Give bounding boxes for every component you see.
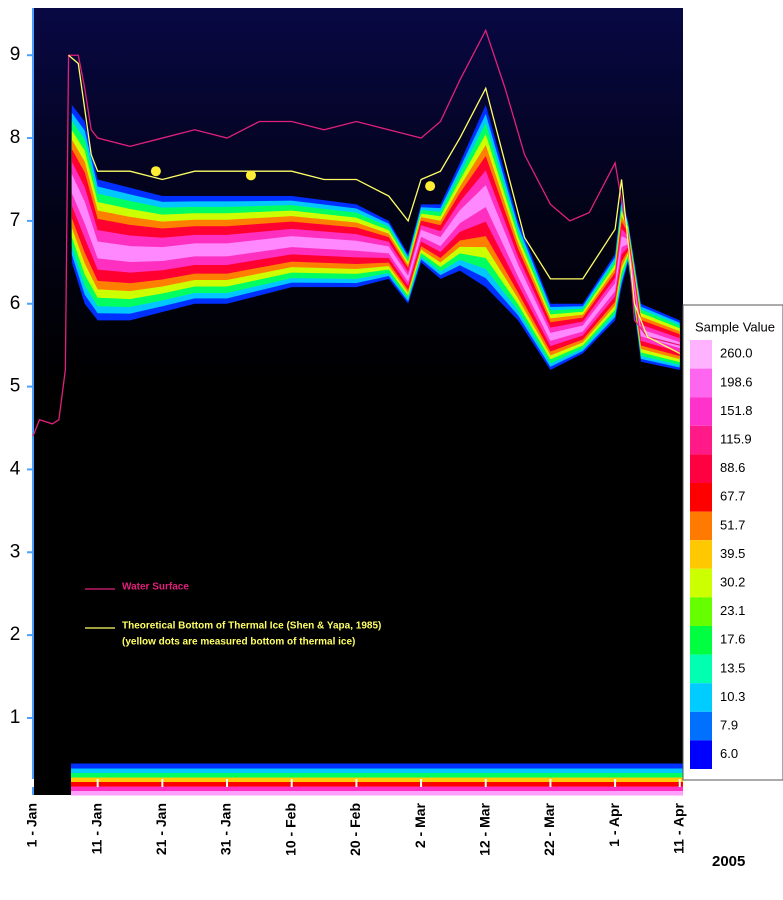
colorbar-swatch [690,654,712,684]
x-tick-label: 11 - Apr [670,802,686,853]
colorbar-label: 39.5 [720,546,745,561]
colorbar-label: 88.6 [720,460,745,475]
x-tick-label: 20 - Feb [347,803,363,856]
x-tick-label: 1 - Apr [606,802,622,846]
y-tick-label: 2 [10,624,21,645]
bottom-band [71,763,683,769]
y-tick-label: 3 [10,541,21,562]
x-tick-label: 11 - Jan [88,803,104,854]
measured-dot [150,166,161,177]
bottom-band [71,777,683,783]
colorbar-swatch [690,540,712,569]
colorbar-label: 13.5 [720,660,745,675]
colorbar-label: 151.8 [720,403,753,418]
colorbar-swatch [690,711,712,741]
bottom-band [71,790,683,796]
colorbar-swatch [690,597,712,626]
x-tick-label: 2 - Mar [412,802,428,848]
x-tick-label: 10 - Feb [282,803,298,856]
bottom-band [71,768,683,774]
colorbar-label: 51.7 [720,517,745,532]
colorbar-label: 260.0 [720,346,753,361]
y-tick-label: 9 [10,44,21,65]
colorbar-label: 115.9 [720,432,752,447]
series-line [32,28,680,437]
x-tick-label: 31 - Jan [218,803,234,855]
colorbar-swatch [690,483,712,512]
colorbar-label: 67.7 [720,489,745,504]
measured-dot [425,181,436,192]
colorbar-swatch [690,397,712,426]
colorbar-label: 30.2 [720,575,745,590]
legend-label: Theoretical Bottom of Thermal Ice (Shen … [122,621,381,632]
y-tick-label: 4 [10,458,21,479]
colorbar-swatch [690,626,712,655]
colorbar-label: 10.3 [720,689,745,704]
colorbar-label: 17.6 [720,632,745,647]
series-line [68,54,681,355]
y-tick-label: 1 [10,707,21,728]
colorbar-swatch [690,740,712,769]
colorbar-swatch [690,568,712,598]
colorbar-label: 23.1 [720,603,745,618]
colorbar-label: 6.0 [720,746,738,761]
echo-band [71,161,680,353]
y-tick-label: 7 [10,210,21,231]
x-tick-label: 21 - Jan [153,803,169,855]
bottom-band [71,781,683,787]
colorbar-title: Sample Value [695,319,775,334]
year-label: 2005 [712,853,745,870]
legend-note: (yellow dots are measured bottom of ther… [122,637,355,648]
colorbar-swatch [690,340,712,369]
y-tick-label: 8 [10,127,21,148]
y-tick-label: 5 [10,376,21,397]
bottom-band [71,786,683,792]
legend-label: Water Surface [122,582,189,593]
measured-dot [245,170,256,181]
colorbar-swatch [690,425,712,455]
y-tick-label: 6 [10,293,21,314]
colorbar-swatch [690,454,712,483]
colorbar-swatch [690,511,712,541]
colorbar-label: 198.6 [720,374,753,389]
x-tick-label: 22 - Mar [541,802,557,855]
bottom-band [71,772,683,778]
colorbar-swatch [690,683,712,712]
colorbar-swatch [690,368,712,398]
x-tick-label: 1 - Jan [24,803,40,847]
colorbar-label: 7.9 [720,718,738,733]
x-tick-label: 12 - Mar [476,802,492,855]
